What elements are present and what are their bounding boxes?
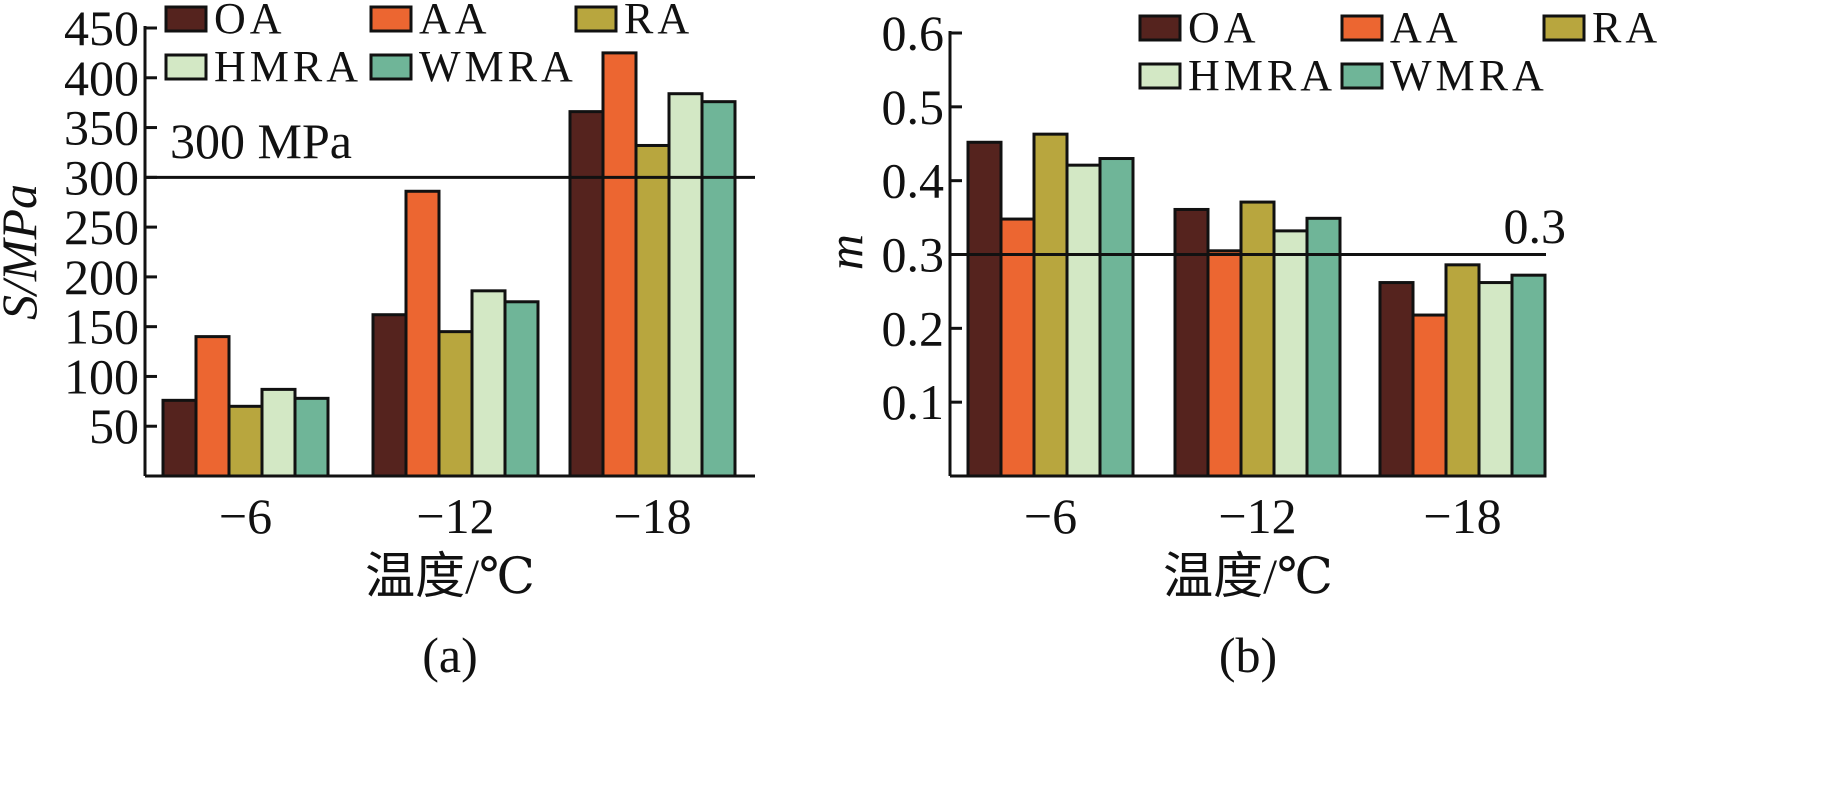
y-tick-label: 0.1 — [882, 374, 945, 430]
y-tick-label: 0.4 — [882, 153, 945, 209]
y-tick-label: 0.5 — [882, 79, 945, 135]
y-tick-label: 0.6 — [882, 5, 945, 61]
legend-swatch-hmra — [1138, 62, 1182, 90]
bar-oa-2 — [1378, 281, 1415, 478]
bar-wmra-1 — [1305, 216, 1342, 478]
y-tick-label: 100 — [64, 348, 139, 404]
bar-ra-1 — [437, 330, 474, 478]
bar-wmra-0 — [293, 396, 330, 478]
x-axis-label: 温度/℃ — [365, 548, 535, 604]
bar-oa-1 — [371, 313, 408, 478]
y-tick-label: 0.2 — [882, 300, 945, 356]
y-axis-label: S/MPa — [0, 184, 47, 320]
bar-hmra-0 — [260, 387, 297, 478]
bar-wmra-1 — [503, 300, 540, 478]
bar-hmra-1 — [470, 289, 507, 478]
y-tick-label: 250 — [64, 199, 139, 255]
bar-aa-1 — [404, 189, 441, 478]
legend-label-aa: AA — [1390, 3, 1462, 52]
x-tick-label: −6 — [1024, 488, 1077, 544]
legend-label-ra: RA — [624, 0, 693, 43]
x-tick-label: −12 — [416, 488, 494, 544]
y-tick-label: 50 — [89, 398, 139, 454]
legend-swatch-ra — [1542, 14, 1586, 42]
y-tick-label: 150 — [64, 299, 139, 355]
bar-wmra-0 — [1098, 157, 1135, 478]
reference-line-label: 0.3 — [1504, 198, 1567, 254]
bar-aa-1 — [1206, 249, 1243, 478]
bar-oa-1 — [1173, 207, 1210, 478]
legend-label-wmra: WMRA — [419, 42, 577, 91]
bar-hmra-2 — [1477, 281, 1514, 478]
bar-ra-1 — [1239, 200, 1276, 478]
bar-oa-0 — [966, 140, 1003, 478]
bar-hmra-2 — [667, 92, 704, 478]
y-tick-label: 350 — [64, 100, 139, 156]
panel-caption: (a) — [422, 627, 478, 683]
legend-label-oa: OA — [1188, 3, 1260, 52]
bar-ra-2 — [634, 143, 671, 478]
legend-swatch-oa — [1138, 14, 1182, 42]
bar-oa-2 — [568, 110, 605, 478]
x-tick-label: −18 — [613, 488, 691, 544]
legend-label-ra: RA — [1592, 3, 1661, 52]
x-tick-label: −18 — [1423, 488, 1501, 544]
legend-label-oa: OA — [214, 0, 286, 43]
legend-swatch-ra — [574, 5, 618, 33]
x-axis-label: 温度/℃ — [1163, 548, 1333, 604]
y-tick-label: 300 — [64, 149, 139, 205]
bar-hmra-0 — [1065, 163, 1102, 478]
legend-swatch-aa — [1340, 14, 1384, 42]
x-tick-label: −12 — [1218, 488, 1296, 544]
y-tick-label: 400 — [64, 50, 139, 106]
legend-swatch-hmra — [164, 53, 208, 81]
legend-label-hmra: HMRA — [214, 42, 362, 91]
bar-aa-0 — [999, 217, 1036, 478]
y-tick-label: 200 — [64, 249, 139, 305]
panel-caption: (b) — [1219, 627, 1277, 683]
legend-swatch-oa — [164, 5, 208, 33]
bar-wmra-2 — [700, 100, 737, 478]
y-tick-label: 450 — [64, 0, 139, 56]
legend-swatch-wmra — [1340, 62, 1384, 90]
legend-swatch-aa — [369, 5, 413, 33]
legend-label-aa: AA — [419, 0, 491, 43]
legend-swatch-wmra — [369, 53, 413, 81]
x-tick-label: −6 — [219, 488, 272, 544]
bar-aa-2 — [601, 51, 638, 478]
y-axis-label: m — [817, 234, 873, 270]
y-tick-label: 0.3 — [882, 227, 945, 283]
reference-line-label: 300 MPa — [170, 113, 352, 169]
bar-ra-2 — [1444, 263, 1481, 478]
bar-aa-2 — [1411, 313, 1448, 478]
bar-wmra-2 — [1510, 273, 1547, 478]
bar-ra-0 — [1032, 132, 1069, 478]
bar-hmra-1 — [1272, 229, 1309, 478]
chart-panel-b: −6 −12 −18 0.1 0.2 0.3 0.4 0.5 0.6 0.3 OA AA RA HMRA W… — [817, 3, 1661, 683]
legend-label-wmra: WMRA — [1390, 51, 1548, 100]
legend-label-hmra: HMRA — [1188, 51, 1336, 100]
bar-ra-0 — [227, 404, 264, 478]
bar-aa-0 — [194, 335, 231, 478]
bar-oa-0 — [161, 398, 198, 478]
